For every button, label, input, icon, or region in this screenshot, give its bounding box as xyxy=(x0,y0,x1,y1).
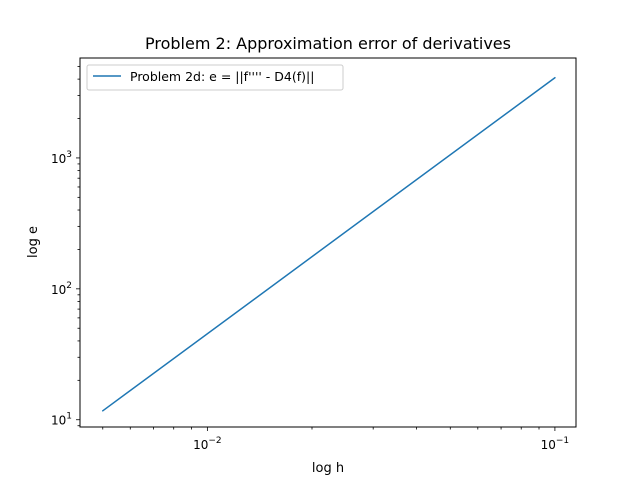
series-line-0 xyxy=(102,76,556,412)
series-layer xyxy=(102,76,556,412)
legend-label: Problem 2d: e = ||f'''' - D4(f)|| xyxy=(130,69,314,84)
y-axis-label: log e xyxy=(26,226,41,258)
plot-frame xyxy=(79,57,577,428)
x-axis-label: log h xyxy=(312,461,344,476)
chart-title: Problem 2: Approximation error of deriva… xyxy=(145,34,511,53)
legend-box xyxy=(86,64,344,91)
legend: Problem 2d: e = ||f'''' - D4(f)|| xyxy=(86,64,344,91)
